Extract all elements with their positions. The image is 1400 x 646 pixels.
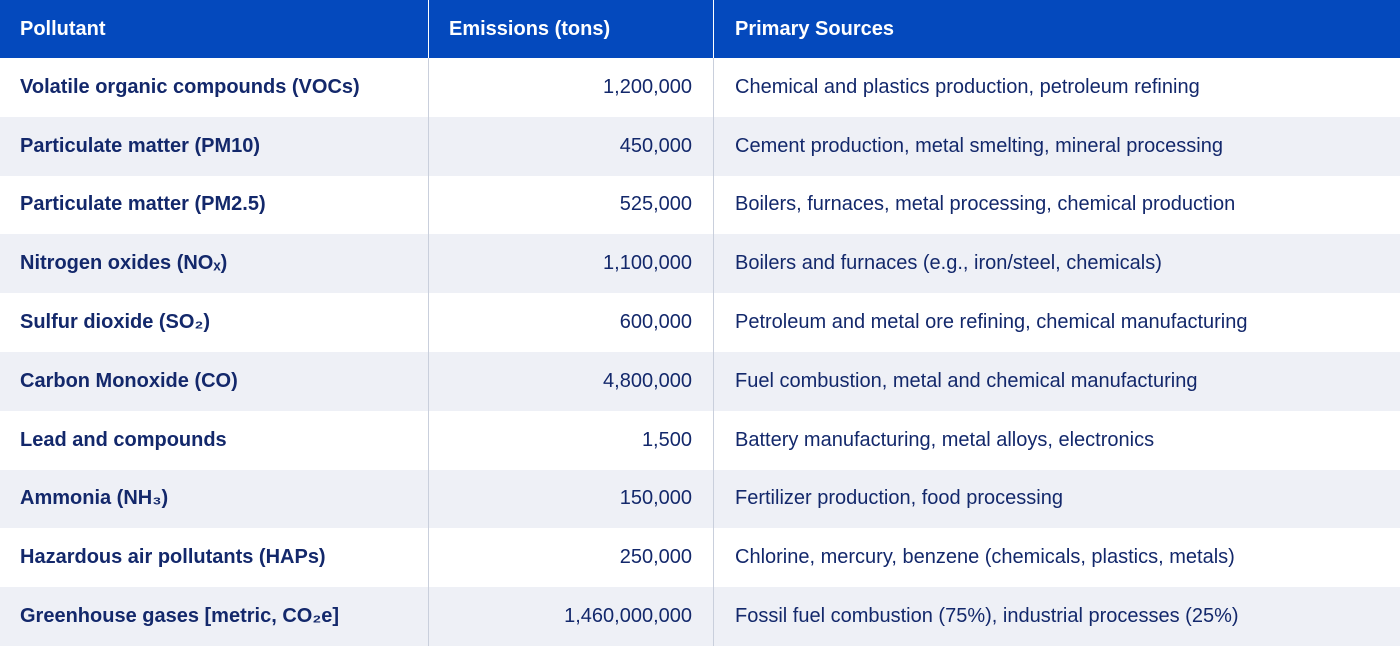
pollutant-cell: Hazardous air pollutants (HAPs) bbox=[20, 546, 326, 569]
sources-cell: Boilers and furnaces (e.g., iron/steel, … bbox=[713, 234, 1400, 294]
emissions-cell: 1,200,000 bbox=[428, 58, 713, 117]
sources-cell: Boilers, furnaces, metal processing, che… bbox=[713, 175, 1400, 235]
pollutant-cell: Volatile organic compounds (VOCs) bbox=[20, 75, 360, 98]
pollutant-cell: Particulate matter (PM10) bbox=[0, 116, 428, 176]
emissions-cell: 1,500 bbox=[428, 410, 713, 470]
pollutant-cell: Nitrogen oxides (NOₓ) bbox=[0, 234, 428, 294]
pollutant-cell: Carbon Monoxide (CO) bbox=[0, 351, 428, 411]
header-pollutant: Pollutant bbox=[0, 0, 428, 58]
emissions-cell: 600,000 bbox=[428, 293, 713, 352]
sources-cell: Chlorine, mercury, benzene (chemicals, p… bbox=[713, 528, 1400, 588]
emissions-cell: 150,000 bbox=[428, 469, 713, 529]
sources-cell: Chemical and plastics production, petrol… bbox=[713, 58, 1400, 117]
emissions-cell: 450,000 bbox=[428, 116, 713, 176]
sources-cell: Fertilizer production, food processing bbox=[713, 469, 1400, 529]
emissions-cell: 250,000 bbox=[428, 528, 713, 588]
header-sources: Primary Sources bbox=[713, 0, 1400, 58]
emissions-cell: 1,100,000 bbox=[428, 234, 713, 294]
pollutant-cell: Sulfur dioxide (SO₂) bbox=[20, 311, 210, 334]
pollutant-cell: Lead and compounds bbox=[20, 428, 227, 451]
sources-cell: Cement production, metal smelting, miner… bbox=[713, 116, 1400, 176]
sources-cell: Fuel combustion, metal and chemical manu… bbox=[713, 351, 1400, 411]
sources-cell: Petroleum and metal ore refining, chemic… bbox=[713, 293, 1400, 352]
pollutant-cell: Ammonia (NH₃) bbox=[0, 469, 428, 529]
sources-cell: Fossil fuel combustion (75%), industrial… bbox=[713, 587, 1400, 646]
emissions-cell: 1,460,000,000 bbox=[428, 587, 713, 646]
header-emissions: Emissions (tons) bbox=[428, 0, 713, 58]
pollutant-cell: Particulate matter (PM2.5) bbox=[20, 193, 266, 216]
emissions-cell: 525,000 bbox=[428, 175, 713, 235]
pollutant-cell: Greenhouse gases [metric, CO₂e] bbox=[0, 587, 428, 646]
sources-cell: Battery manufacturing, metal alloys, ele… bbox=[713, 410, 1400, 470]
emissions-cell: 4,800,000 bbox=[428, 351, 713, 411]
